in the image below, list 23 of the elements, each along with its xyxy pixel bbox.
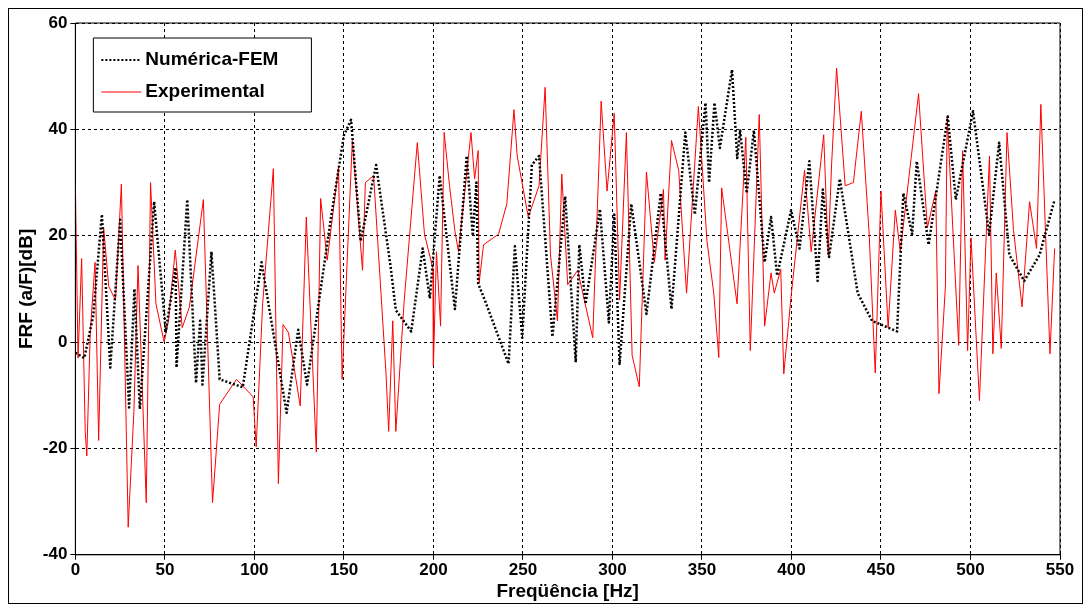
x-tick-label: 50 bbox=[155, 559, 175, 579]
x-tick-label: 300 bbox=[598, 559, 627, 579]
x-tick-label: 500 bbox=[956, 559, 985, 579]
y-axis-title: FRF (a/F)[dB] bbox=[14, 228, 36, 350]
y-tick-label: 0 bbox=[57, 331, 68, 351]
x-tick-label: 150 bbox=[329, 559, 359, 579]
line-series bbox=[75, 68, 1056, 415]
y-tick-label: 20 bbox=[48, 225, 68, 245]
x-tick-label: 100 bbox=[240, 559, 269, 579]
y-tick-label: -20 bbox=[42, 438, 68, 458]
legend-label: Numérica-FEM bbox=[145, 48, 279, 70]
x-tick-label: 350 bbox=[687, 559, 717, 579]
x-tick-label: 450 bbox=[866, 559, 896, 579]
legend-label: Experimental bbox=[145, 80, 265, 102]
x-tick-label: 250 bbox=[508, 559, 538, 579]
x-tick-label: 550 bbox=[1045, 559, 1075, 579]
y-tick-label: 40 bbox=[48, 119, 68, 139]
x-tick-label: 400 bbox=[777, 559, 806, 579]
y-tick-label: 60 bbox=[48, 12, 68, 32]
x-tick-label: 0 bbox=[70, 559, 81, 579]
x-axis-title: Freqüência [Hz] bbox=[496, 579, 639, 601]
y-tick-label: -40 bbox=[42, 544, 68, 564]
x-tick-label: 200 bbox=[419, 559, 448, 579]
